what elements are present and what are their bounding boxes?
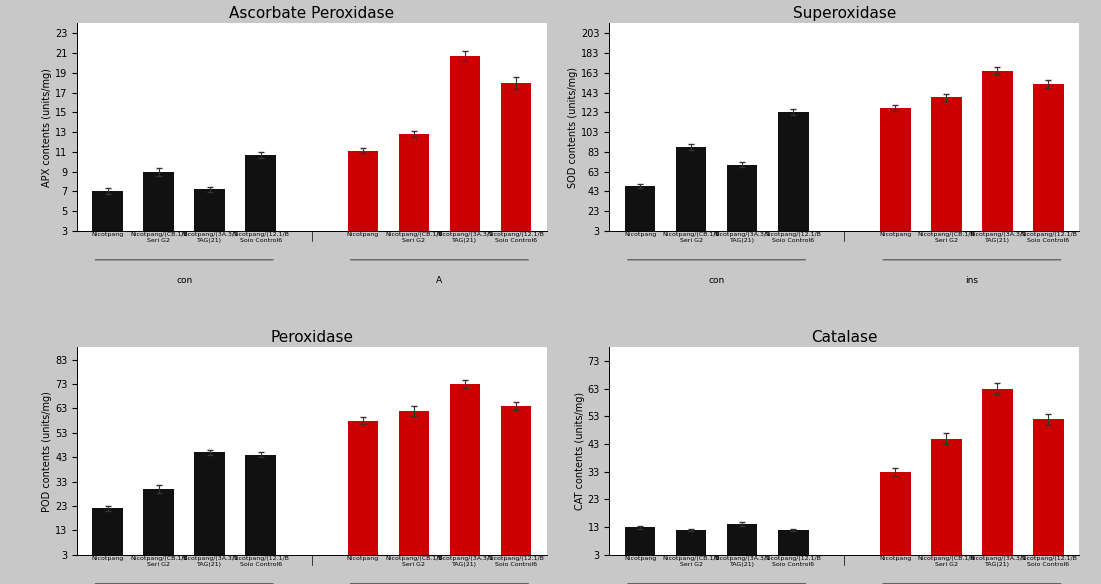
- Bar: [246, 155, 276, 231]
- Text: con: con: [709, 276, 724, 286]
- Y-axis label: APX contents (units/mg): APX contents (units/mg): [42, 68, 52, 186]
- Title: Ascorbate Peroxidase: Ascorbate Peroxidase: [229, 6, 394, 21]
- Bar: [624, 186, 655, 231]
- Text: con: con: [176, 276, 193, 286]
- Y-axis label: CAT contents (units/mg): CAT contents (units/mg): [575, 392, 585, 510]
- Bar: [348, 420, 378, 555]
- Bar: [880, 108, 911, 231]
- Bar: [195, 452, 225, 555]
- Bar: [676, 530, 707, 555]
- Text: ins: ins: [966, 276, 979, 286]
- Bar: [982, 71, 1013, 231]
- Bar: [1033, 419, 1064, 555]
- Bar: [92, 192, 123, 231]
- Bar: [195, 189, 225, 231]
- Bar: [399, 411, 429, 555]
- Bar: [143, 172, 174, 231]
- Y-axis label: POD contents (units/mg): POD contents (units/mg): [42, 391, 52, 512]
- Text: A: A: [436, 276, 443, 286]
- Bar: [931, 439, 961, 555]
- Bar: [92, 509, 123, 555]
- Bar: [399, 134, 429, 231]
- Bar: [778, 530, 808, 555]
- Bar: [727, 165, 757, 231]
- Bar: [624, 527, 655, 555]
- Title: Superoxidase: Superoxidase: [793, 6, 896, 21]
- Bar: [501, 406, 532, 555]
- Bar: [143, 489, 174, 555]
- Y-axis label: SOD contents (units/mg): SOD contents (units/mg): [568, 67, 578, 187]
- Title: Catalase: Catalase: [811, 330, 877, 345]
- Bar: [982, 389, 1013, 555]
- Bar: [501, 83, 532, 231]
- Bar: [449, 384, 480, 555]
- Bar: [676, 147, 707, 231]
- Bar: [1033, 84, 1064, 231]
- Bar: [880, 472, 911, 555]
- Bar: [931, 98, 961, 231]
- Bar: [246, 455, 276, 555]
- Title: Peroxidase: Peroxidase: [271, 330, 353, 345]
- Bar: [348, 151, 378, 231]
- Bar: [449, 56, 480, 231]
- Bar: [727, 524, 757, 555]
- Bar: [778, 112, 808, 231]
